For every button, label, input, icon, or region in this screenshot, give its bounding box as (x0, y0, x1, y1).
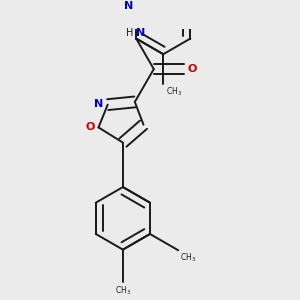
Text: H: H (126, 28, 134, 38)
Text: O: O (85, 122, 95, 132)
Text: N: N (136, 28, 145, 38)
Text: N: N (94, 99, 104, 109)
Text: CH$_3$: CH$_3$ (180, 251, 196, 264)
Text: O: O (188, 64, 197, 74)
Text: CH$_3$: CH$_3$ (115, 285, 131, 297)
Text: N: N (124, 1, 134, 10)
Text: CH$_3$: CH$_3$ (166, 85, 182, 98)
